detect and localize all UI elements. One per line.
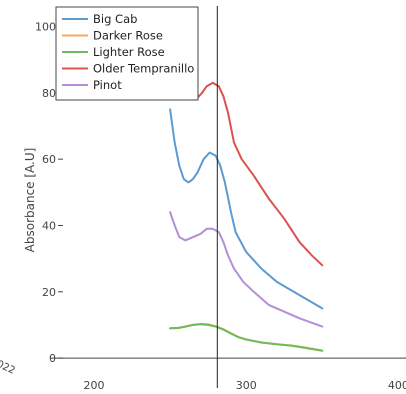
x-tick-label: 200 [84, 379, 105, 392]
series-line-4[interactable] [169, 211, 324, 328]
legend-label[interactable]: Older Tempranillo [93, 62, 194, 76]
y-axis-title: Absorbance [A.U] [23, 148, 37, 253]
corner-label: 022 [0, 359, 17, 377]
legend-label[interactable]: Pinot [93, 78, 122, 92]
x-tick-label: 300 [236, 379, 257, 392]
y-tick-label: 100 [35, 21, 56, 34]
y-tick-label: 60 [42, 153, 56, 166]
axis-layer [50, 6, 406, 388]
legend-label[interactable]: Lighter Rose [93, 45, 165, 59]
y-tick-label: 20 [42, 286, 56, 299]
y-tick-label: 80 [42, 87, 56, 100]
x-tick-label: 400 [388, 379, 406, 392]
y-tick-label: 40 [42, 219, 56, 232]
legend[interactable]: Big Cab Darker Rose Lighter Rose Older Temp… [55, 6, 199, 101]
legend-label[interactable]: Darker Rose [93, 29, 163, 43]
series-line-2[interactable] [169, 323, 324, 352]
series-line-0[interactable] [169, 108, 324, 310]
legend-label[interactable]: Big Cab [93, 12, 137, 26]
x-axis-ticks: 200 300 400 [84, 379, 406, 392]
y-axis-ticks: 0 20 40 60 80 100 [35, 21, 63, 365]
y-tick-label: 0 [49, 352, 56, 365]
